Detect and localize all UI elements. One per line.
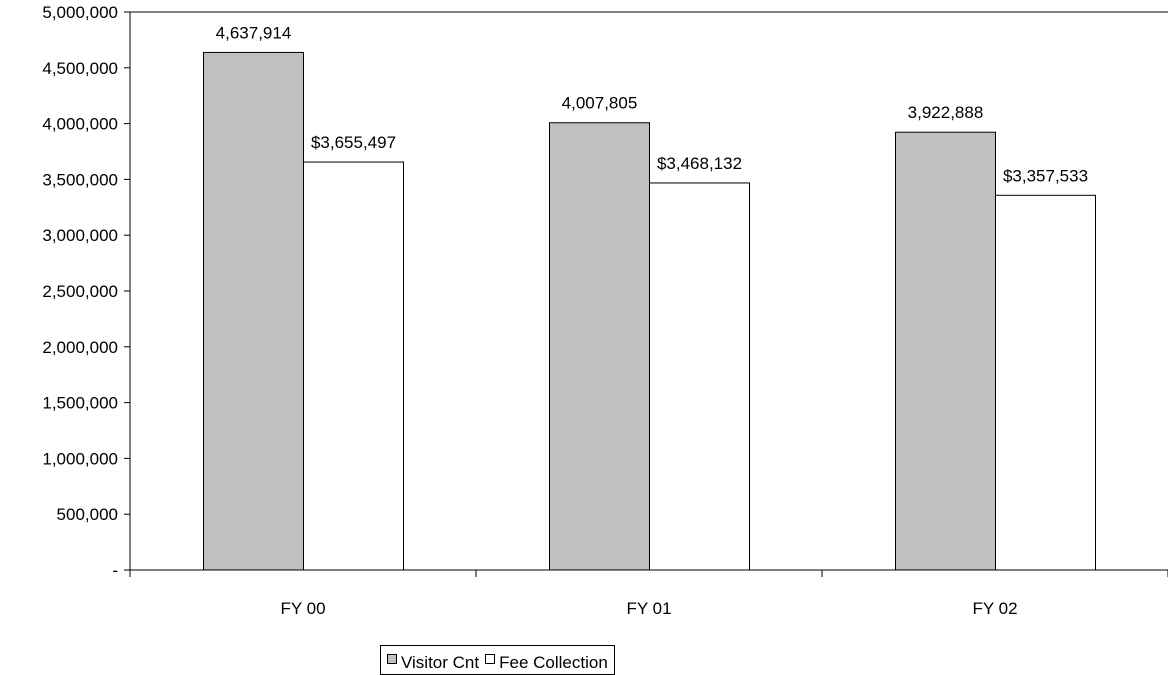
x-tick-label: FY 00	[280, 599, 325, 618]
y-tick-label: 4,500,000	[42, 59, 118, 78]
bar-fee-collection	[995, 194, 1096, 571]
bar-fee-collection	[303, 161, 404, 571]
legend-swatch-fee-collection	[485, 654, 496, 664]
y-tick-label: 500,000	[57, 505, 118, 524]
y-tick-label: 3,000,000	[42, 226, 118, 245]
y-tick-label: -	[112, 561, 118, 580]
y-tick-label: 2,000,000	[42, 338, 118, 357]
data-label: $3,357,533	[1003, 166, 1088, 185]
data-label: $3,655,497	[311, 133, 396, 152]
legend-item-visitor-cnt: Visitor Cnt	[387, 653, 479, 673]
bar-visitor-cnt	[895, 131, 996, 571]
axes: - 500,000 1,000,000 1,500,000 2,000,000 2,500…	[42, 3, 1168, 618]
legend-label-visitor-cnt: Visitor Cnt	[401, 653, 480, 672]
y-tick-label: 1,000,000	[42, 449, 118, 468]
bar-visitor-cnt	[203, 51, 304, 571]
data-label: 3,922,888	[908, 103, 984, 122]
y-tick-label: 1,500,000	[42, 394, 118, 413]
y-tick-label: 2,500,000	[42, 282, 118, 301]
y-tick-label: 3,500,000	[42, 170, 118, 189]
legend: Visitor Cnt Fee Collection	[380, 645, 615, 675]
data-label: 4,007,805	[562, 94, 638, 113]
x-tick-label: FY 01	[626, 599, 671, 618]
y-tick-label: 5,000,000	[42, 3, 118, 22]
legend-swatch-visitor-cnt	[387, 654, 397, 664]
x-tick-label: FY 02	[972, 599, 1017, 618]
bar-visitor-cnt	[549, 122, 650, 571]
y-tick-label: 4,000,000	[42, 115, 118, 134]
bar-fee-collection	[649, 182, 750, 571]
data-label: 4,637,914	[216, 23, 292, 42]
legend-label-fee-collection: Fee Collection	[499, 653, 608, 672]
data-labels: 4,637,914 $3,655,497 4,007,805 $3,468,132 3,…	[216, 23, 1088, 185]
bars	[203, 51, 1096, 571]
data-label: $3,468,132	[657, 154, 742, 173]
legend-item-fee-collection: Fee Collection	[485, 653, 608, 673]
